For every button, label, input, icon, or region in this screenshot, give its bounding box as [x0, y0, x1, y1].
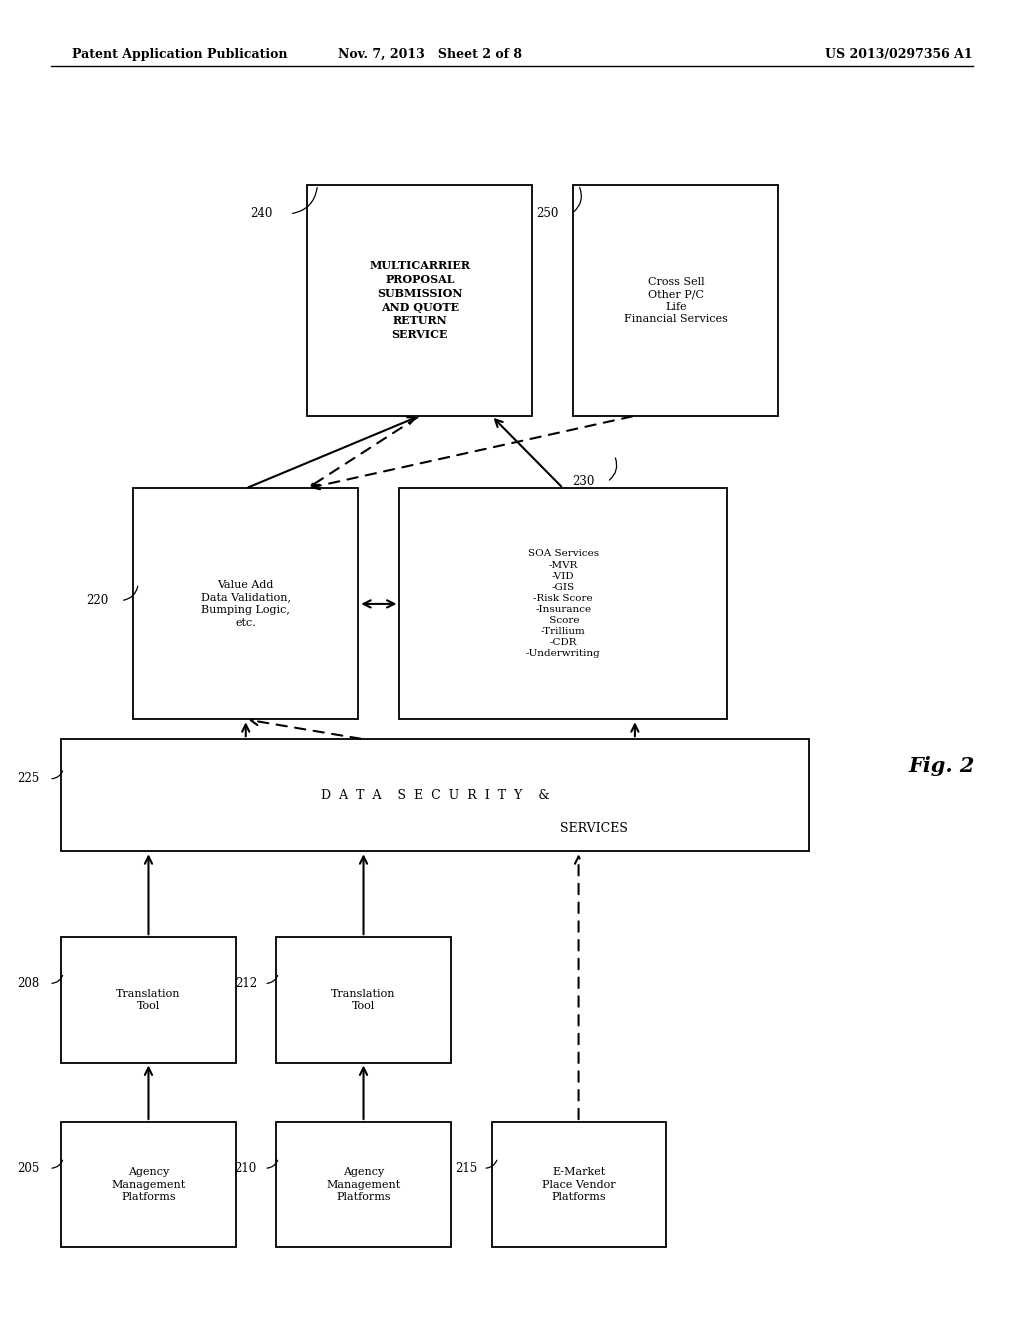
Text: 212: 212 — [234, 977, 257, 990]
Text: 208: 208 — [17, 977, 40, 990]
Text: 225: 225 — [17, 772, 40, 785]
Text: Translation
Tool: Translation Tool — [117, 989, 180, 1011]
Text: D  A  T  A    S  E  C  U  R  I  T  Y    &: D A T A S E C U R I T Y & — [321, 789, 550, 801]
FancyBboxPatch shape — [61, 937, 236, 1063]
Text: 210: 210 — [234, 1162, 257, 1175]
Text: Patent Application Publication: Patent Application Publication — [72, 48, 287, 61]
Text: E-Market
Place Vendor
Platforms: E-Market Place Vendor Platforms — [542, 1167, 615, 1203]
Text: Agency
Management
Platforms: Agency Management Platforms — [112, 1167, 185, 1203]
FancyBboxPatch shape — [276, 1122, 451, 1247]
Text: US 2013/0297356 A1: US 2013/0297356 A1 — [825, 48, 973, 61]
FancyBboxPatch shape — [276, 937, 451, 1063]
FancyBboxPatch shape — [61, 739, 809, 851]
Text: SERVICES: SERVICES — [560, 822, 628, 834]
Text: 215: 215 — [455, 1162, 477, 1175]
Text: 220: 220 — [86, 594, 109, 607]
Text: 230: 230 — [572, 475, 595, 488]
FancyBboxPatch shape — [492, 1122, 666, 1247]
Text: 205: 205 — [17, 1162, 40, 1175]
FancyBboxPatch shape — [133, 488, 358, 719]
Text: MULTICARRIER
PROPOSAL
SUBMISSION
AND QUOTE
RETURN
SERVICE: MULTICARRIER PROPOSAL SUBMISSION AND QUO… — [370, 260, 470, 341]
Text: 250: 250 — [537, 207, 559, 220]
Text: Nov. 7, 2013   Sheet 2 of 8: Nov. 7, 2013 Sheet 2 of 8 — [338, 48, 522, 61]
Text: SOA Services
-MVR
-VID
-GIS
-Risk Score
-Insurance
 Score
-Trillium
-CDR
-Underw: SOA Services -MVR -VID -GIS -Risk Score … — [526, 549, 600, 659]
Text: 240: 240 — [250, 207, 272, 220]
Text: Cross Sell
Other P/C
Life
Financial Services: Cross Sell Other P/C Life Financial Serv… — [624, 277, 728, 323]
Text: Fig. 2: Fig. 2 — [909, 755, 975, 776]
FancyBboxPatch shape — [61, 1122, 236, 1247]
FancyBboxPatch shape — [573, 185, 778, 416]
FancyBboxPatch shape — [399, 488, 727, 719]
Text: Translation
Tool: Translation Tool — [332, 989, 395, 1011]
Text: Agency
Management
Platforms: Agency Management Platforms — [327, 1167, 400, 1203]
Text: Value Add
Data Validation,
Bumping Logic,
etc.: Value Add Data Validation, Bumping Logic… — [201, 581, 291, 627]
FancyBboxPatch shape — [307, 185, 532, 416]
